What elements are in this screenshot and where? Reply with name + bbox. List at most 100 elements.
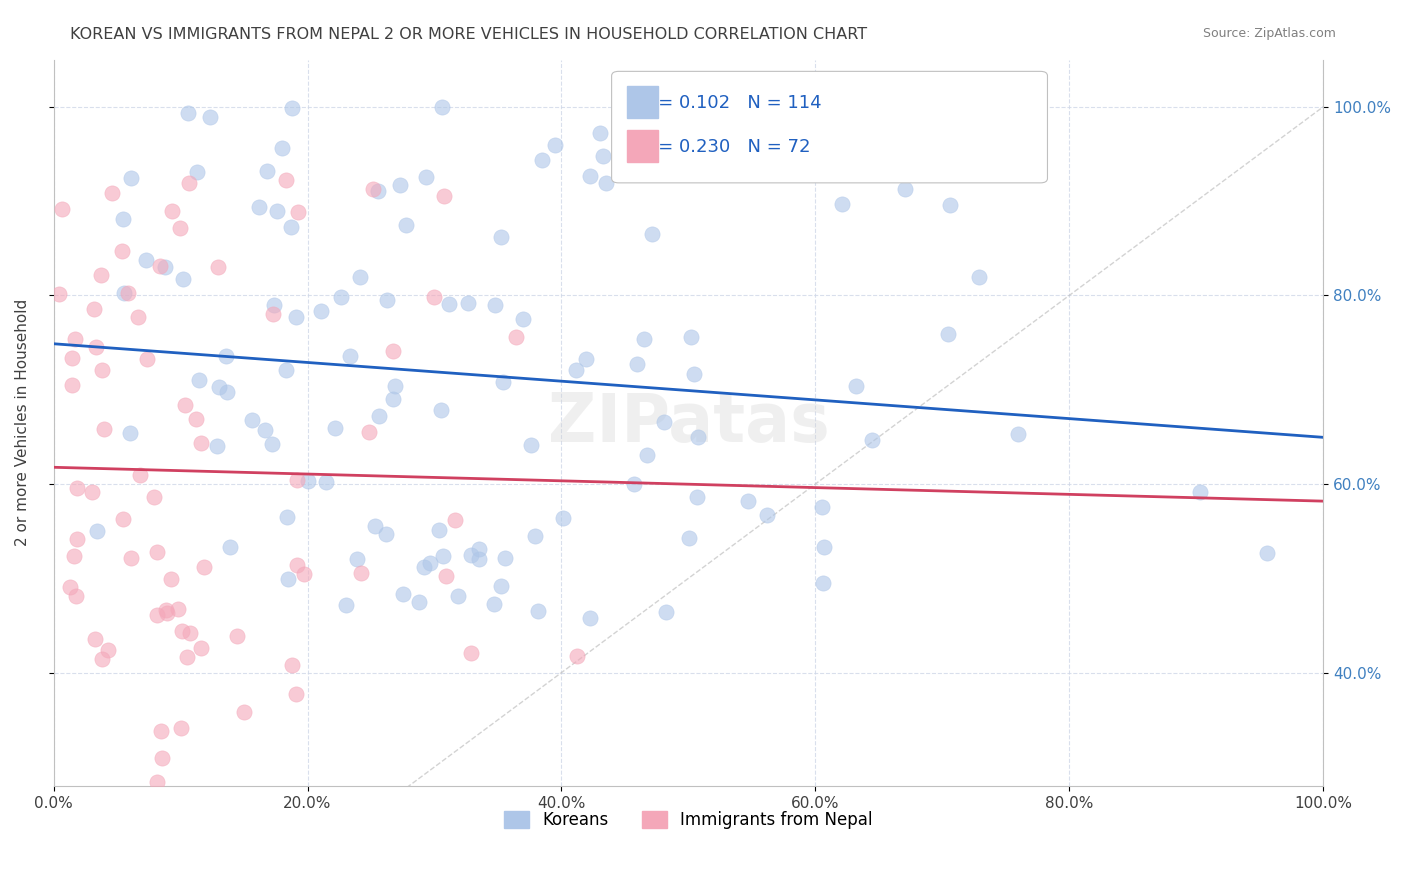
Point (136, 352, 159, 367)
Point (266, 203, 288, 218)
Point (284, 310, 307, 325)
Point (392, 587, 415, 601)
Point (364, 518, 387, 533)
Point (274, 363, 297, 377)
Point (772, 128, 794, 143)
Point (367, 184, 389, 198)
Point (423, 290, 446, 304)
Point (65, 533, 87, 547)
Point (361, 182, 384, 196)
Point (359, 425, 381, 439)
Point (810, 123, 832, 137)
Point (287, 205, 309, 219)
Point (262, 307, 284, 321)
Point (226, 629, 249, 643)
Point (112, 286, 135, 301)
Point (737, 494, 759, 508)
Point (654, 605, 676, 619)
Point (218, 540, 240, 554)
Point (247, 200, 270, 214)
Point (688, 429, 710, 443)
Point (160, 204, 183, 219)
Point (66, 481, 89, 495)
Point (80, 485, 103, 500)
Point (505, 330, 527, 344)
Point (430, 403, 453, 417)
Point (1256, 546, 1278, 560)
Point (111, 512, 134, 526)
Point (91, 363, 114, 377)
Point (101, 186, 124, 201)
Point (492, 376, 515, 390)
Text: ZIPatas: ZIPatas (547, 390, 830, 456)
Point (641, 227, 664, 241)
Point (579, 169, 602, 184)
Point (280, 219, 302, 234)
Point (813, 576, 835, 591)
Point (232, 705, 254, 719)
Point (643, 115, 665, 129)
Point (315, 475, 337, 489)
Point (330, 290, 353, 304)
Point (527, 603, 550, 617)
Point (384, 379, 406, 393)
Point (127, 310, 149, 324)
Text: R = 0.230   N = 72: R = 0.230 N = 72 (640, 138, 810, 156)
Point (350, 566, 373, 581)
Point (443, 513, 465, 527)
Point (256, 163, 278, 178)
Point (187, 373, 209, 387)
Point (678, 531, 700, 545)
Point (681, 330, 703, 344)
Point (654, 415, 676, 429)
Point (170, 624, 193, 638)
Point (433, 189, 456, 203)
Point (90, 268, 112, 282)
Point (588, 126, 610, 140)
Point (1188, 484, 1211, 499)
Point (63, 332, 86, 346)
Point (565, 363, 588, 377)
Point (512, 312, 534, 326)
Point (434, 568, 457, 582)
Point (447, 589, 470, 603)
Point (160, 572, 183, 586)
Point (276, 509, 298, 524)
Point (636, 448, 658, 462)
Point (623, 476, 645, 491)
Point (198, 110, 221, 124)
Text: KOREAN VS IMMIGRANTS FROM NEPAL 2 OR MORE VEHICLES IN HOUSEHOLD CORRELATION CHAR: KOREAN VS IMMIGRANTS FROM NEPAL 2 OR MOR… (70, 27, 868, 42)
Point (146, 775, 169, 789)
Point (755, 508, 778, 522)
Point (152, 751, 174, 765)
Point (860, 433, 883, 447)
Point (205, 439, 228, 453)
Point (186, 165, 208, 179)
Point (48, 287, 70, 301)
Point (484, 298, 506, 312)
Y-axis label: 2 or more Vehicles in Household: 2 or more Vehicles in Household (15, 299, 30, 546)
Point (544, 137, 567, 152)
Point (412, 559, 434, 574)
Point (845, 378, 868, 392)
Point (186, 412, 208, 426)
Point (174, 398, 197, 412)
Point (457, 295, 479, 310)
Point (419, 556, 441, 570)
Legend: Koreans, Immigrants from Nepal: Koreans, Immigrants from Nepal (498, 804, 880, 836)
Point (170, 721, 193, 735)
Point (382, 392, 405, 406)
Point (135, 253, 157, 268)
Point (190, 640, 212, 655)
Point (346, 551, 368, 566)
Point (193, 559, 215, 574)
Point (208, 380, 231, 394)
Point (149, 259, 172, 273)
Point (309, 304, 332, 318)
Point (375, 293, 398, 307)
Point (60, 351, 83, 365)
Point (339, 349, 361, 363)
Point (145, 608, 167, 623)
Point (427, 523, 450, 537)
Point (51, 202, 73, 217)
